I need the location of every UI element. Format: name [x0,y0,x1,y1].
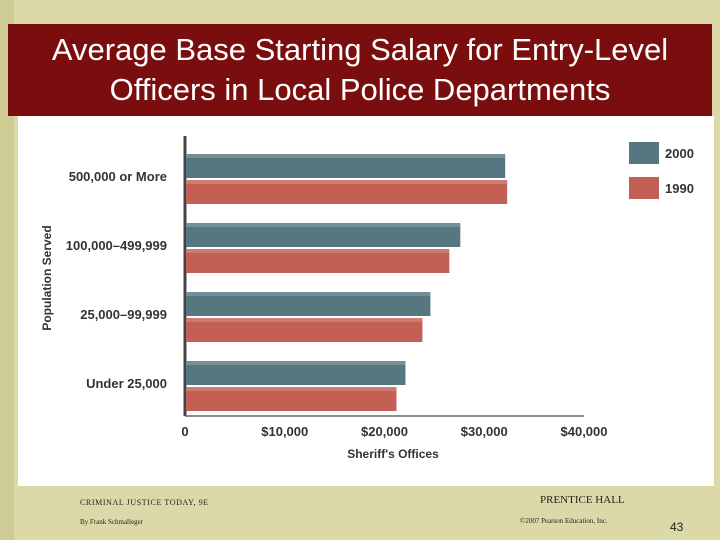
bar-1990-3 [186,318,423,342]
bar-highlight-1990-1 [186,180,508,184]
footer-book-title: CRIMINAL JUSTICE TODAY, 9E [80,498,209,507]
x-tick-label: 0 [181,424,188,439]
footer-copyright: ©2007 Pearson Education, Inc. [520,517,608,525]
bar-2000-3 [186,292,431,316]
slide-title: Average Base Starting Salary for Entry-L… [51,32,669,107]
category-label: 500,000 or More [69,169,167,184]
legend-swatch-1990 [629,177,659,199]
bar-1990-1 [186,180,508,204]
category-label: 25,000–99,999 [80,307,167,322]
bar-2000-2 [186,223,461,247]
footer-author: By Frank Schmalleger [80,518,143,526]
bar-1990-4 [186,387,397,411]
bar-highlight-1990-4 [186,387,397,391]
footer-publisher: PRENTICE HALL [540,494,625,506]
bar-highlight-1990-2 [186,249,450,253]
page-number: 43 [670,520,684,534]
slide-left-strip [0,0,14,540]
bar-highlight-2000-3 [186,292,431,296]
bar-highlight-2000-2 [186,223,461,227]
x-axis-label: Sheriff's Offices [347,447,439,461]
legend-label-2000: 2000 [665,146,694,161]
x-tick-label: $10,000 [261,424,308,439]
x-tick-label: $20,000 [361,424,408,439]
legend-swatch-2000 [629,142,659,164]
bar-2000-1 [186,154,506,178]
x-tick-label: $30,000 [461,424,508,439]
category-label: Under 25,000 [86,376,167,391]
salary-bar-chart: 500,000 or More 100,000–499,999 25,000–99,… [40,136,694,461]
bar-highlight-1990-3 [186,318,423,322]
y-axis-label: Population Served [40,225,54,330]
bar-1990-2 [186,249,450,273]
bar-2000-4 [186,361,406,385]
slide-title-bar: Average Base Starting Salary for Entry-L… [8,24,712,116]
bar-highlight-2000-4 [186,361,406,365]
legend-label-1990: 1990 [665,181,694,196]
bar-highlight-2000-1 [186,154,506,158]
x-tick-label: $40,000 [561,424,608,439]
chart-panel: 500,000 or More 100,000–499,999 25,000–99,… [18,116,714,486]
category-label: 100,000–499,999 [66,238,167,253]
